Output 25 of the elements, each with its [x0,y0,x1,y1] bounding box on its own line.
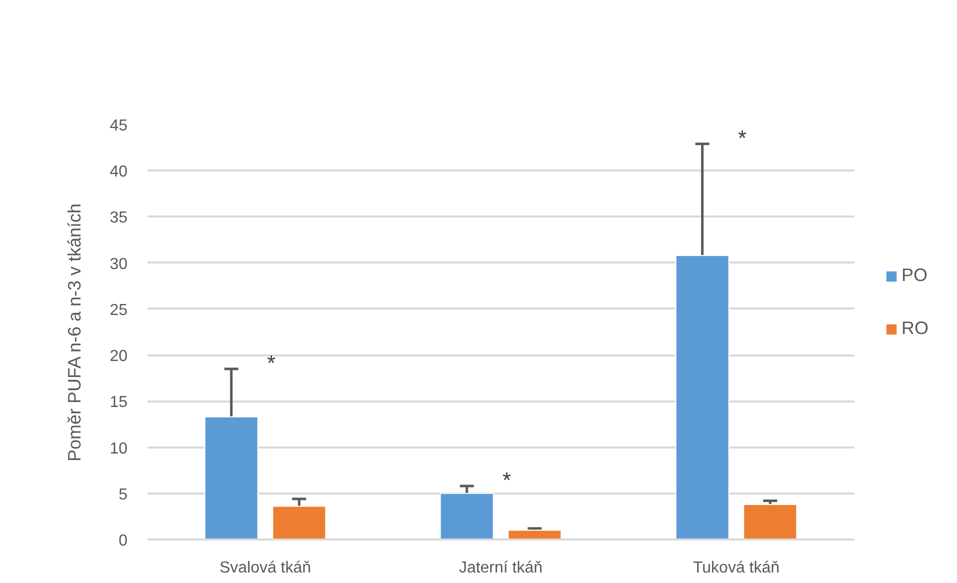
x-tick-label: Jaterní tkáň [458,560,543,576]
bar [675,254,730,540]
annotation: * [266,350,276,376]
y-tick-label: 0 [118,532,128,550]
x-tick-label: Tuková tkáň [692,560,780,576]
legend-label: RO [902,318,928,339]
bar [440,492,494,540]
y-tick-label: 5 [118,486,128,504]
legend-label: PO [902,265,928,286]
y-tick-label: 30 [110,256,128,273]
y-tick-label: 10 [110,440,128,458]
annotation: * [502,468,512,493]
x-tick-label: Svalová tkáň [219,560,312,576]
y-tick-label: 20 [110,348,128,366]
y-tick-label: 15 [110,394,128,412]
y-tick-label: 35 [110,210,128,227]
bar [272,506,326,540]
annotation: * [738,125,747,150]
y-tick-label: 25 [110,302,128,319]
y-tick-label: 45 [110,118,128,134]
bar [508,530,562,540]
y-tick-label: 40 [110,164,128,181]
y-axis-title: Poměr PUFA n-6 a n-3 v tkáních [64,203,85,462]
bar [743,504,798,540]
bar [204,416,258,540]
